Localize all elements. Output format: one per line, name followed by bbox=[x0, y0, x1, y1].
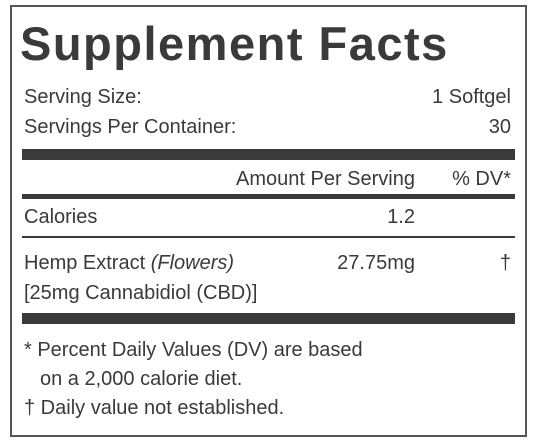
footnote-line: * Percent Daily Values (DV) are based bbox=[24, 339, 363, 361]
serving-label: Serving Size: bbox=[24, 86, 142, 108]
header-dv: % DV* bbox=[452, 168, 511, 190]
label-title: Supplement Facts bbox=[20, 17, 449, 70]
divider-thin bbox=[22, 236, 515, 238]
footnote-line: † Daily value not established. bbox=[24, 397, 285, 419]
divider-thick bbox=[22, 149, 515, 160]
nutrient-sub: [25mg Cannabidiol (CBD)] bbox=[24, 282, 258, 304]
footnote-line: on a 2,000 calorie diet. bbox=[40, 368, 243, 390]
nutrient-name: Calories bbox=[24, 206, 98, 228]
header-amount: Amount Per Serving bbox=[236, 168, 415, 190]
serving-value: 30 bbox=[488, 116, 511, 138]
divider-thick bbox=[22, 313, 515, 324]
nutrient-name: Hemp Extract bbox=[24, 252, 146, 274]
nutrient-amount: 1.2 bbox=[387, 206, 415, 228]
label-border bbox=[10, 5, 527, 437]
divider-medium bbox=[22, 194, 515, 199]
serving-value: 1 Softgel bbox=[432, 86, 511, 108]
nutrient-name-line: Hemp Extract (Flowers) bbox=[24, 251, 234, 275]
nutrient-name-note: (Flowers) bbox=[150, 252, 235, 274]
nutrient-dv: † bbox=[499, 252, 511, 274]
serving-label: Servings Per Container: bbox=[24, 116, 237, 138]
nutrient-amount: 27.75mg bbox=[337, 252, 415, 274]
